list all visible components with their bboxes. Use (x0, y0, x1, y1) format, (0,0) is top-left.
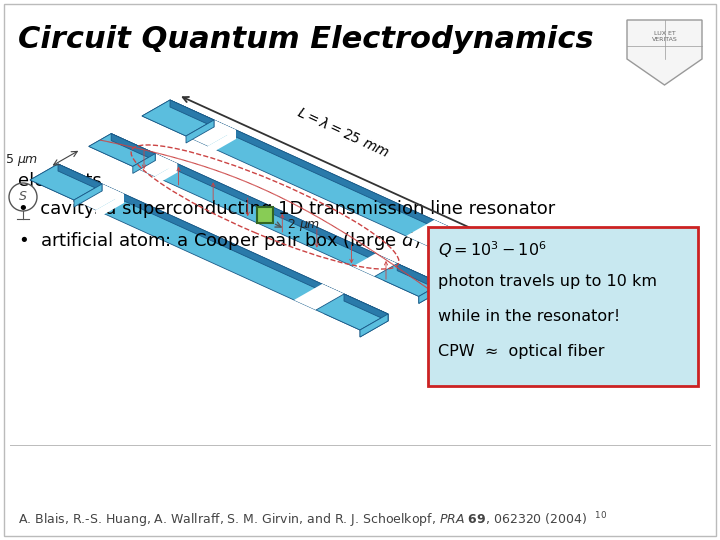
Polygon shape (419, 284, 441, 303)
Polygon shape (111, 133, 156, 160)
Polygon shape (214, 120, 236, 139)
Text: $C_g$: $C_g$ (555, 340, 571, 356)
Text: Circuit Quantum Electrodynamics: Circuit Quantum Electrodynamics (18, 25, 593, 54)
Polygon shape (208, 130, 236, 155)
Polygon shape (375, 254, 397, 273)
Bar (428, 227, 698, 386)
Polygon shape (375, 264, 397, 286)
Bar (257, 207, 273, 223)
Polygon shape (428, 230, 500, 266)
Text: while in the resonator!: while in the resonator! (438, 309, 621, 324)
Polygon shape (30, 164, 388, 330)
Text: A. Blais, R.-S. Huang, A. Wallraff, S. M. Girvin, and R. J. Schoelkopf, $\it{PRA: A. Blais, R.-S. Huang, A. Wallraff, S. M… (18, 510, 607, 530)
Polygon shape (406, 220, 456, 246)
Polygon shape (89, 133, 156, 166)
Text: S: S (19, 191, 27, 204)
Polygon shape (132, 153, 156, 173)
Polygon shape (111, 133, 441, 291)
Polygon shape (353, 254, 397, 276)
Polygon shape (397, 264, 441, 291)
Polygon shape (170, 100, 214, 127)
Text: $2\ \mu m$: $2\ \mu m$ (287, 217, 320, 233)
Polygon shape (375, 264, 441, 296)
Polygon shape (170, 100, 500, 257)
Text: elements: elements (18, 172, 102, 190)
Polygon shape (102, 184, 124, 203)
Polygon shape (322, 284, 344, 303)
Polygon shape (74, 184, 102, 207)
Polygon shape (142, 100, 500, 266)
Text: LUX ET
VERITAS: LUX ET VERITAS (652, 31, 678, 42)
Text: photon travels up to 10 km: photon travels up to 10 km (438, 274, 657, 289)
Polygon shape (74, 184, 124, 210)
Polygon shape (155, 164, 177, 185)
Polygon shape (472, 250, 500, 273)
Polygon shape (434, 220, 456, 239)
Text: •  cavity: a superconducting 1D transmission line resonator: • cavity: a superconducting 1D transmiss… (18, 200, 555, 218)
Text: $5\ \mu m$: $5\ \mu m$ (5, 152, 38, 168)
Polygon shape (186, 120, 214, 143)
Text: CPW  ≈  optical fiber: CPW ≈ optical fiber (438, 344, 605, 359)
Polygon shape (58, 164, 388, 321)
Polygon shape (156, 153, 177, 173)
Polygon shape (428, 230, 456, 255)
Text: $Q = 10^3 - 10^6$: $Q = 10^3 - 10^6$ (438, 239, 547, 260)
Polygon shape (627, 20, 702, 85)
Polygon shape (360, 314, 388, 337)
Polygon shape (142, 100, 214, 136)
Polygon shape (316, 294, 344, 319)
Polygon shape (96, 194, 124, 219)
Polygon shape (58, 164, 102, 191)
Polygon shape (30, 164, 102, 200)
Polygon shape (294, 284, 344, 310)
Polygon shape (316, 294, 388, 330)
Polygon shape (360, 314, 388, 337)
Text: $L = \lambda = 25\ mm$: $L = \lambda = 25\ mm$ (294, 104, 392, 160)
Polygon shape (89, 133, 441, 296)
Polygon shape (132, 153, 177, 177)
Polygon shape (186, 120, 236, 146)
Polygon shape (344, 294, 388, 321)
Polygon shape (472, 250, 500, 273)
Polygon shape (456, 230, 500, 257)
Polygon shape (419, 284, 441, 303)
Text: •  artificial atom: a Cooper pair box (large $\it{d}$): • artificial atom: a Cooper pair box (la… (18, 230, 420, 252)
